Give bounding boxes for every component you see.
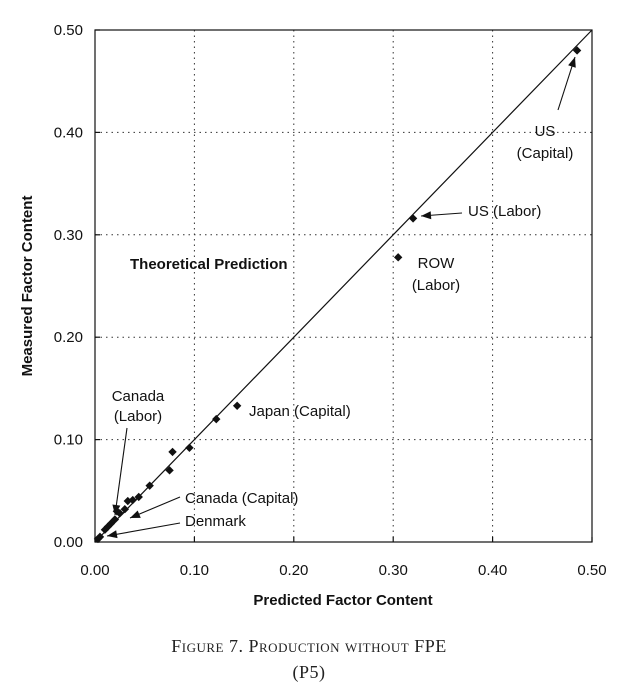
theoretical-prediction-label: Theoretical Prediction xyxy=(130,256,288,273)
x-axis-title: Predicted Factor Content xyxy=(253,592,432,609)
annotation-us-capital-1: US xyxy=(535,123,556,140)
data-point-17 xyxy=(232,401,242,411)
y-tick-label-3: 0.30 xyxy=(54,227,83,244)
arrow-canada-labor xyxy=(112,427,128,516)
x-tick-label-1: 0.10 xyxy=(180,562,209,579)
arrow-us-capital xyxy=(557,56,576,111)
data-point-11 xyxy=(134,492,143,502)
data-point-10 xyxy=(128,495,137,505)
data-point-15 xyxy=(185,443,194,452)
data-point-1 xyxy=(95,532,105,542)
data-point-18 xyxy=(393,253,403,262)
annotation-us-capital-2: (Capital) xyxy=(517,145,574,162)
annotation-us-labor: US (Labor) xyxy=(468,203,541,220)
x-tick-label-3: 0.30 xyxy=(379,562,408,579)
y-tick-label-2: 0.20 xyxy=(54,329,83,346)
x-tick-label-5: 0.50 xyxy=(577,562,606,579)
data-point-20 xyxy=(572,46,582,55)
annotation-japan-capital: Japan (Capital) xyxy=(249,403,351,420)
data-point-19 xyxy=(408,214,418,223)
grid-lines xyxy=(95,30,592,542)
y-tick-label-1: 0.10 xyxy=(54,432,83,449)
annotation-canada-labor-1: Canada xyxy=(112,388,165,405)
annotation-row-labor-1: ROW xyxy=(418,255,456,272)
annotation-canada-labor-2: (Labor) xyxy=(114,408,162,425)
y-axis-title: Measured Factor Content xyxy=(19,196,36,377)
y-tick-label-4: 0.40 xyxy=(54,124,83,141)
data-points xyxy=(93,46,582,544)
arrow-us-labor xyxy=(420,211,463,220)
scatter-chart: 0.00 0.10 0.20 0.30 0.40 0.50 0.00 0.10 0.20 0.30… xyxy=(19,22,607,609)
figure-caption-subtitle: (P5) xyxy=(292,662,326,682)
data-point-12 xyxy=(145,481,154,490)
data-point-8 xyxy=(120,505,130,514)
theoretical-prediction-line xyxy=(94,29,593,543)
annotation-denmark: Denmark xyxy=(185,513,246,530)
x-tick-label-2: 0.20 xyxy=(279,562,308,579)
data-point-13 xyxy=(165,466,174,475)
y-tick-label-0: 0.00 xyxy=(54,534,83,551)
annotation-canada-capital: Canada (Capital) xyxy=(185,490,298,507)
data-point-7 xyxy=(115,509,125,518)
annotation-arrows xyxy=(106,56,576,539)
data-point-16 xyxy=(212,414,221,424)
plot-frame xyxy=(94,29,593,543)
arrow-canada-capital xyxy=(129,496,181,519)
annotation-row-labor-2: (Labor) xyxy=(412,277,460,294)
x-tick-label-4: 0.40 xyxy=(478,562,507,579)
figure-caption: Figure 7. Production without FPE xyxy=(171,636,447,656)
data-point-5 xyxy=(110,515,120,524)
arrow-denmark xyxy=(106,522,181,539)
y-tick-label-5: 0.50 xyxy=(54,22,83,39)
axis-ticks: 0.00 0.10 0.20 0.30 0.40 0.50 0.00 0.10 0.20 0.30… xyxy=(54,22,607,579)
data-point-14 xyxy=(168,447,177,457)
x-tick-label-0: 0.00 xyxy=(80,562,109,579)
